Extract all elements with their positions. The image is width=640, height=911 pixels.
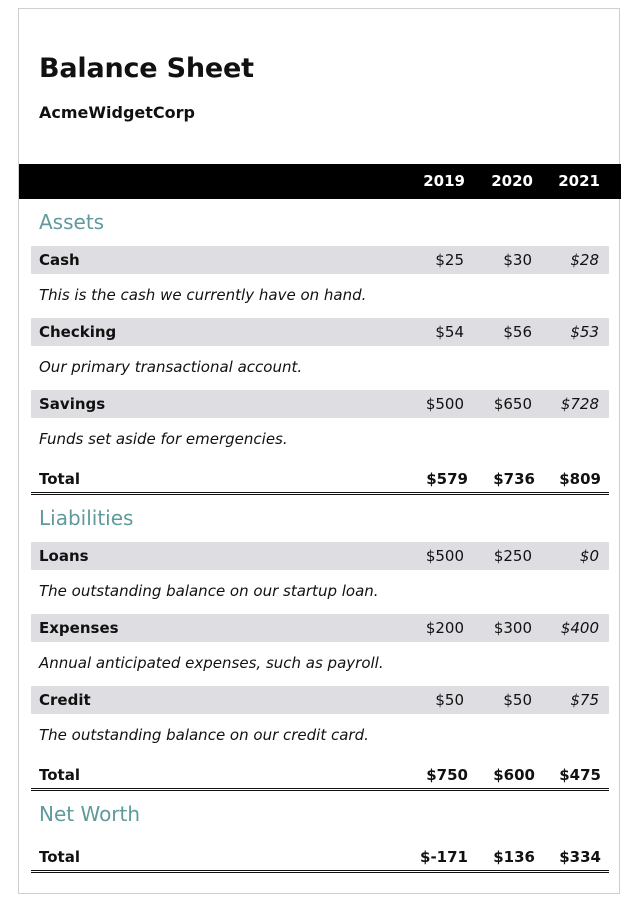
value-2019: $50 [435,691,464,709]
total-2020: $600 [493,766,535,784]
value-2021: $0 [579,547,599,565]
year-header: 2019 2020 2021 [19,164,621,199]
page-title: Balance Sheet [39,53,254,84]
total-label: Total [39,848,80,866]
value-2021: $728 [560,395,599,413]
balance-sheet: Balance Sheet AcmeWidgetCorp 2019 2020 2… [18,8,621,894]
row-label: Credit [39,691,91,709]
value-2019: $500 [425,395,464,413]
row-label: Cash [39,251,80,269]
year-2019-header: 2019 [423,172,465,190]
value-2021: $75 [570,691,599,709]
value-2020: $300 [493,619,532,637]
total-2021: $809 [559,470,601,488]
total-2021: $475 [559,766,601,784]
row-description: This is the cash we currently have on ha… [39,286,367,304]
total-2021: $334 [559,848,601,866]
section-title-liabilities: Liabilities [39,506,134,530]
total-label: Total [39,766,80,784]
value-2019: $54 [435,323,464,341]
value-2019: $200 [425,619,464,637]
table-row-savings: Savings $500 $650 $728 [31,390,609,418]
row-description: Our primary transactional account. [39,358,303,376]
table-row-expenses: Expenses $200 $300 $400 [31,614,609,642]
total-2019: $-171 [420,848,468,866]
total-row-liabilities: Total $750 $600 $475 [31,761,609,791]
value-2019: $25 [435,251,464,269]
row-description: The outstanding balance on our credit ca… [39,726,369,744]
value-2020: $650 [493,395,532,413]
value-2021: $28 [570,251,599,269]
row-label: Loans [39,547,89,565]
row-description: Annual anticipated expenses, such as pay… [39,654,384,672]
total-label: Total [39,470,80,488]
section-title-assets: Assets [39,210,105,234]
value-2020: $250 [493,547,532,565]
row-label: Checking [39,323,117,341]
total-2019: $750 [426,766,468,784]
table-row-cash: Cash $25 $30 $28 [31,246,609,274]
year-2021-header: 2021 [558,172,600,190]
year-2020-header: 2020 [491,172,533,190]
value-2020: $50 [503,691,532,709]
value-2020: $30 [503,251,532,269]
total-2019: $579 [426,470,468,488]
value-2021: $53 [570,323,599,341]
company-name: AcmeWidgetCorp [39,103,196,122]
row-label: Expenses [39,619,119,637]
row-label: Savings [39,395,106,413]
value-2021: $400 [560,619,599,637]
row-description: Funds set aside for emergencies. [39,430,288,448]
value-2020: $56 [503,323,532,341]
total-2020: $136 [493,848,535,866]
section-title-net-worth: Net Worth [39,802,141,826]
total-row-net-worth: Total $-171 $136 $334 [31,843,609,873]
table-row-credit: Credit $50 $50 $75 [31,686,609,714]
row-description: The outstanding balance on our startup l… [39,582,379,600]
table-row-checking: Checking $54 $56 $53 [31,318,609,346]
value-2019: $500 [425,547,464,565]
table-row-loans: Loans $500 $250 $0 [31,542,609,570]
total-2020: $736 [493,470,535,488]
total-row-assets: Total $579 $736 $809 [31,465,609,495]
